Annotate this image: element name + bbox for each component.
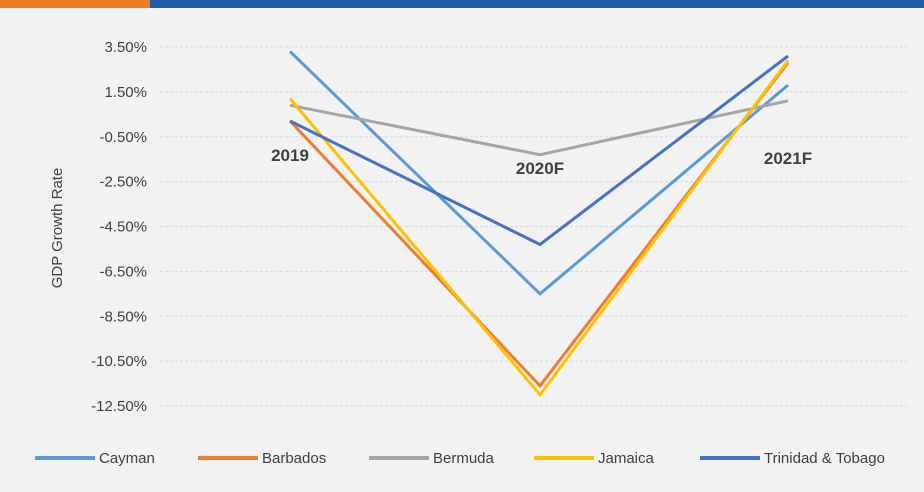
- y-tick-label: -12.50%: [91, 398, 147, 415]
- y-tick-label: -2.50%: [99, 174, 147, 191]
- grid-lines: [160, 46, 910, 407]
- series-line-trinidad-tobago: [289, 54, 789, 247]
- category-label: 2019: [271, 146, 309, 165]
- y-tick-label: -4.50%: [99, 219, 147, 236]
- top-banner-main: [150, 0, 924, 8]
- y-tick-label: -6.50%: [99, 263, 147, 280]
- legend: Cayman Barbados Bermuda Jamaica Trinidad & T…: [35, 450, 885, 467]
- series-line-jamaica: [288, 59, 790, 398]
- category-label: 2021F: [764, 149, 812, 168]
- legend-label: Trinidad & Tobago: [764, 450, 885, 467]
- legend-label: Jamaica: [598, 450, 655, 467]
- category-label: 2020F: [516, 159, 564, 178]
- y-tick-label: -10.50%: [91, 353, 147, 370]
- legend-label: Barbados: [262, 450, 326, 467]
- category-labels: 2019 2020F 2021F: [271, 146, 812, 178]
- y-axis-ticks: 3.50% 1.50% -0.50% -2.50% -4.50% -6.50% -8.50%…: [91, 39, 147, 415]
- series-line-cayman: [288, 50, 789, 296]
- y-tick-label: -0.50%: [99, 129, 147, 146]
- series-lines: [288, 50, 790, 398]
- legend-label: Cayman: [99, 450, 155, 467]
- y-tick-label: 3.50%: [104, 39, 147, 56]
- y-axis-label: GDP Growth Rate: [49, 168, 66, 289]
- top-banner: [0, 0, 924, 8]
- y-tick-label: -8.50%: [99, 308, 147, 325]
- legend-label: Bermuda: [433, 450, 495, 467]
- top-banner-accent: [0, 0, 150, 8]
- y-tick-label: 1.50%: [104, 84, 147, 101]
